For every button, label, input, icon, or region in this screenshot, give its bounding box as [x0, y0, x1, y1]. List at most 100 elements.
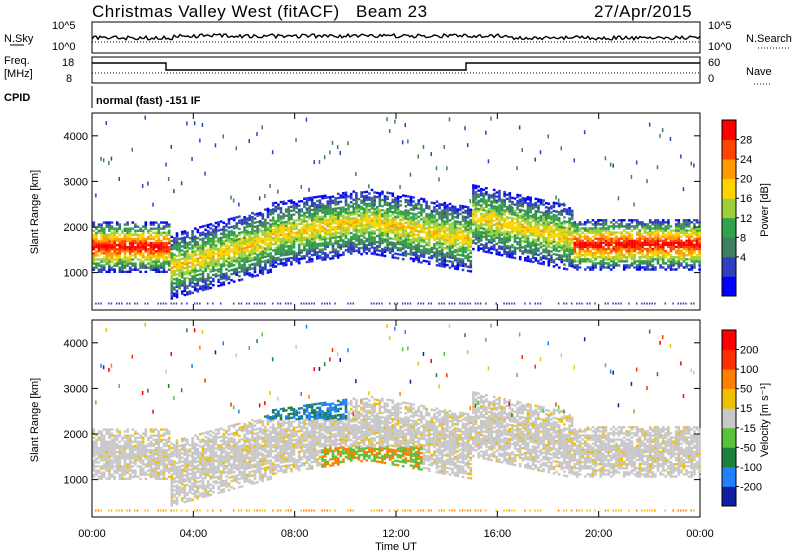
power-cell: [578, 253, 582, 257]
power-cell: [316, 214, 319, 217]
power-cell: [521, 217, 525, 220]
power-cell: [352, 198, 356, 202]
power-cell: [282, 235, 285, 238]
power-cell: [456, 230, 460, 234]
power-cell: [602, 237, 605, 240]
power-cell: [500, 247, 504, 251]
power-cell: [295, 219, 298, 222]
power-cell: [381, 213, 384, 216]
power-cell: [375, 195, 379, 199]
power-cell: [344, 242, 348, 246]
power-cell: [204, 228, 207, 232]
power-cell: [108, 239, 111, 243]
power-cell: [479, 208, 483, 211]
power-cell: [464, 219, 467, 223]
power-cell: [238, 266, 241, 270]
power-cell: [576, 268, 579, 271]
power-cell: [269, 225, 272, 228]
power-cell: [365, 213, 369, 216]
power-cell: [474, 190, 478, 194]
power-cell: [381, 227, 384, 230]
power-cell: [347, 228, 350, 231]
power-cell: [365, 196, 369, 200]
power-cell: [362, 197, 366, 200]
power-cell: [612, 249, 616, 253]
power-cell: [128, 270, 132, 274]
power-cell: [108, 262, 111, 265]
power-cell: [264, 302, 266, 305]
power-cell: [539, 258, 543, 261]
power-cell: [625, 231, 629, 234]
power-cell: [451, 229, 454, 233]
power-cell: [511, 202, 514, 206]
power-cell: [271, 238, 275, 242]
power-cell: [128, 266, 132, 269]
power-cell: [612, 302, 615, 305]
power-cell: [511, 243, 514, 247]
power-cell: [552, 252, 556, 256]
power-cell: [212, 230, 215, 234]
power-cell: [154, 235, 158, 239]
power-cell: [396, 201, 400, 205]
power-cell: [409, 220, 413, 223]
power-cell: [269, 270, 272, 274]
power-cell: [214, 236, 218, 239]
power-cell: [370, 196, 374, 200]
power-cell: [552, 222, 556, 225]
power-cell: [422, 259, 426, 263]
power-cell: [134, 262, 137, 265]
power-cell: [607, 251, 610, 255]
power-cell: [409, 302, 412, 305]
power-cell: [214, 248, 218, 251]
power-cell: [300, 234, 304, 238]
power-cell: [516, 206, 519, 209]
power-cell: [576, 251, 579, 255]
power-cell: [417, 211, 421, 214]
power-cell: [157, 239, 161, 243]
power-cell: [199, 248, 202, 251]
power-cell: [240, 231, 244, 234]
power-cell: [503, 205, 506, 208]
power-cell: [227, 222, 231, 225]
power-cell: [430, 152, 433, 157]
power-cell: [277, 205, 280, 208]
power-cell: [287, 228, 291, 231]
power-cell: [180, 282, 184, 285]
power-cell: [290, 201, 293, 204]
power-cell: [261, 217, 265, 220]
power-cell: [329, 230, 332, 234]
power-cell: [212, 302, 214, 305]
power-cell: [537, 239, 540, 242]
power-cell: [360, 207, 363, 211]
power-cell: [534, 228, 538, 231]
power-cell: [318, 159, 321, 164]
power-cell: [284, 237, 288, 240]
power-cell: [256, 233, 259, 236]
power-cell: [349, 217, 353, 220]
power-cell: [407, 234, 410, 237]
power-cell: [266, 230, 270, 233]
power-cell: [258, 238, 262, 241]
power-cell: [526, 228, 530, 232]
power-cell: [589, 249, 592, 253]
power-cell: [513, 226, 517, 229]
power-cell: [344, 240, 348, 244]
power-cell: [256, 253, 259, 257]
power-cell: [199, 244, 202, 247]
power-cell: [537, 237, 540, 240]
power-cell: [173, 241, 176, 244]
power-cell: [175, 295, 179, 299]
power-cell: [118, 239, 122, 243]
power-cell: [383, 234, 387, 237]
power-cell: [557, 241, 561, 245]
power-cell: [115, 248, 119, 251]
power-cell: [277, 246, 280, 249]
power-cell: [235, 240, 239, 244]
power-cell: [331, 140, 334, 145]
power-cell: [425, 202, 428, 206]
power-cell: [490, 210, 493, 214]
power-cell: [378, 235, 382, 238]
power-cell: [633, 258, 636, 261]
power-cell: [264, 261, 267, 265]
power-cell: [326, 229, 330, 232]
